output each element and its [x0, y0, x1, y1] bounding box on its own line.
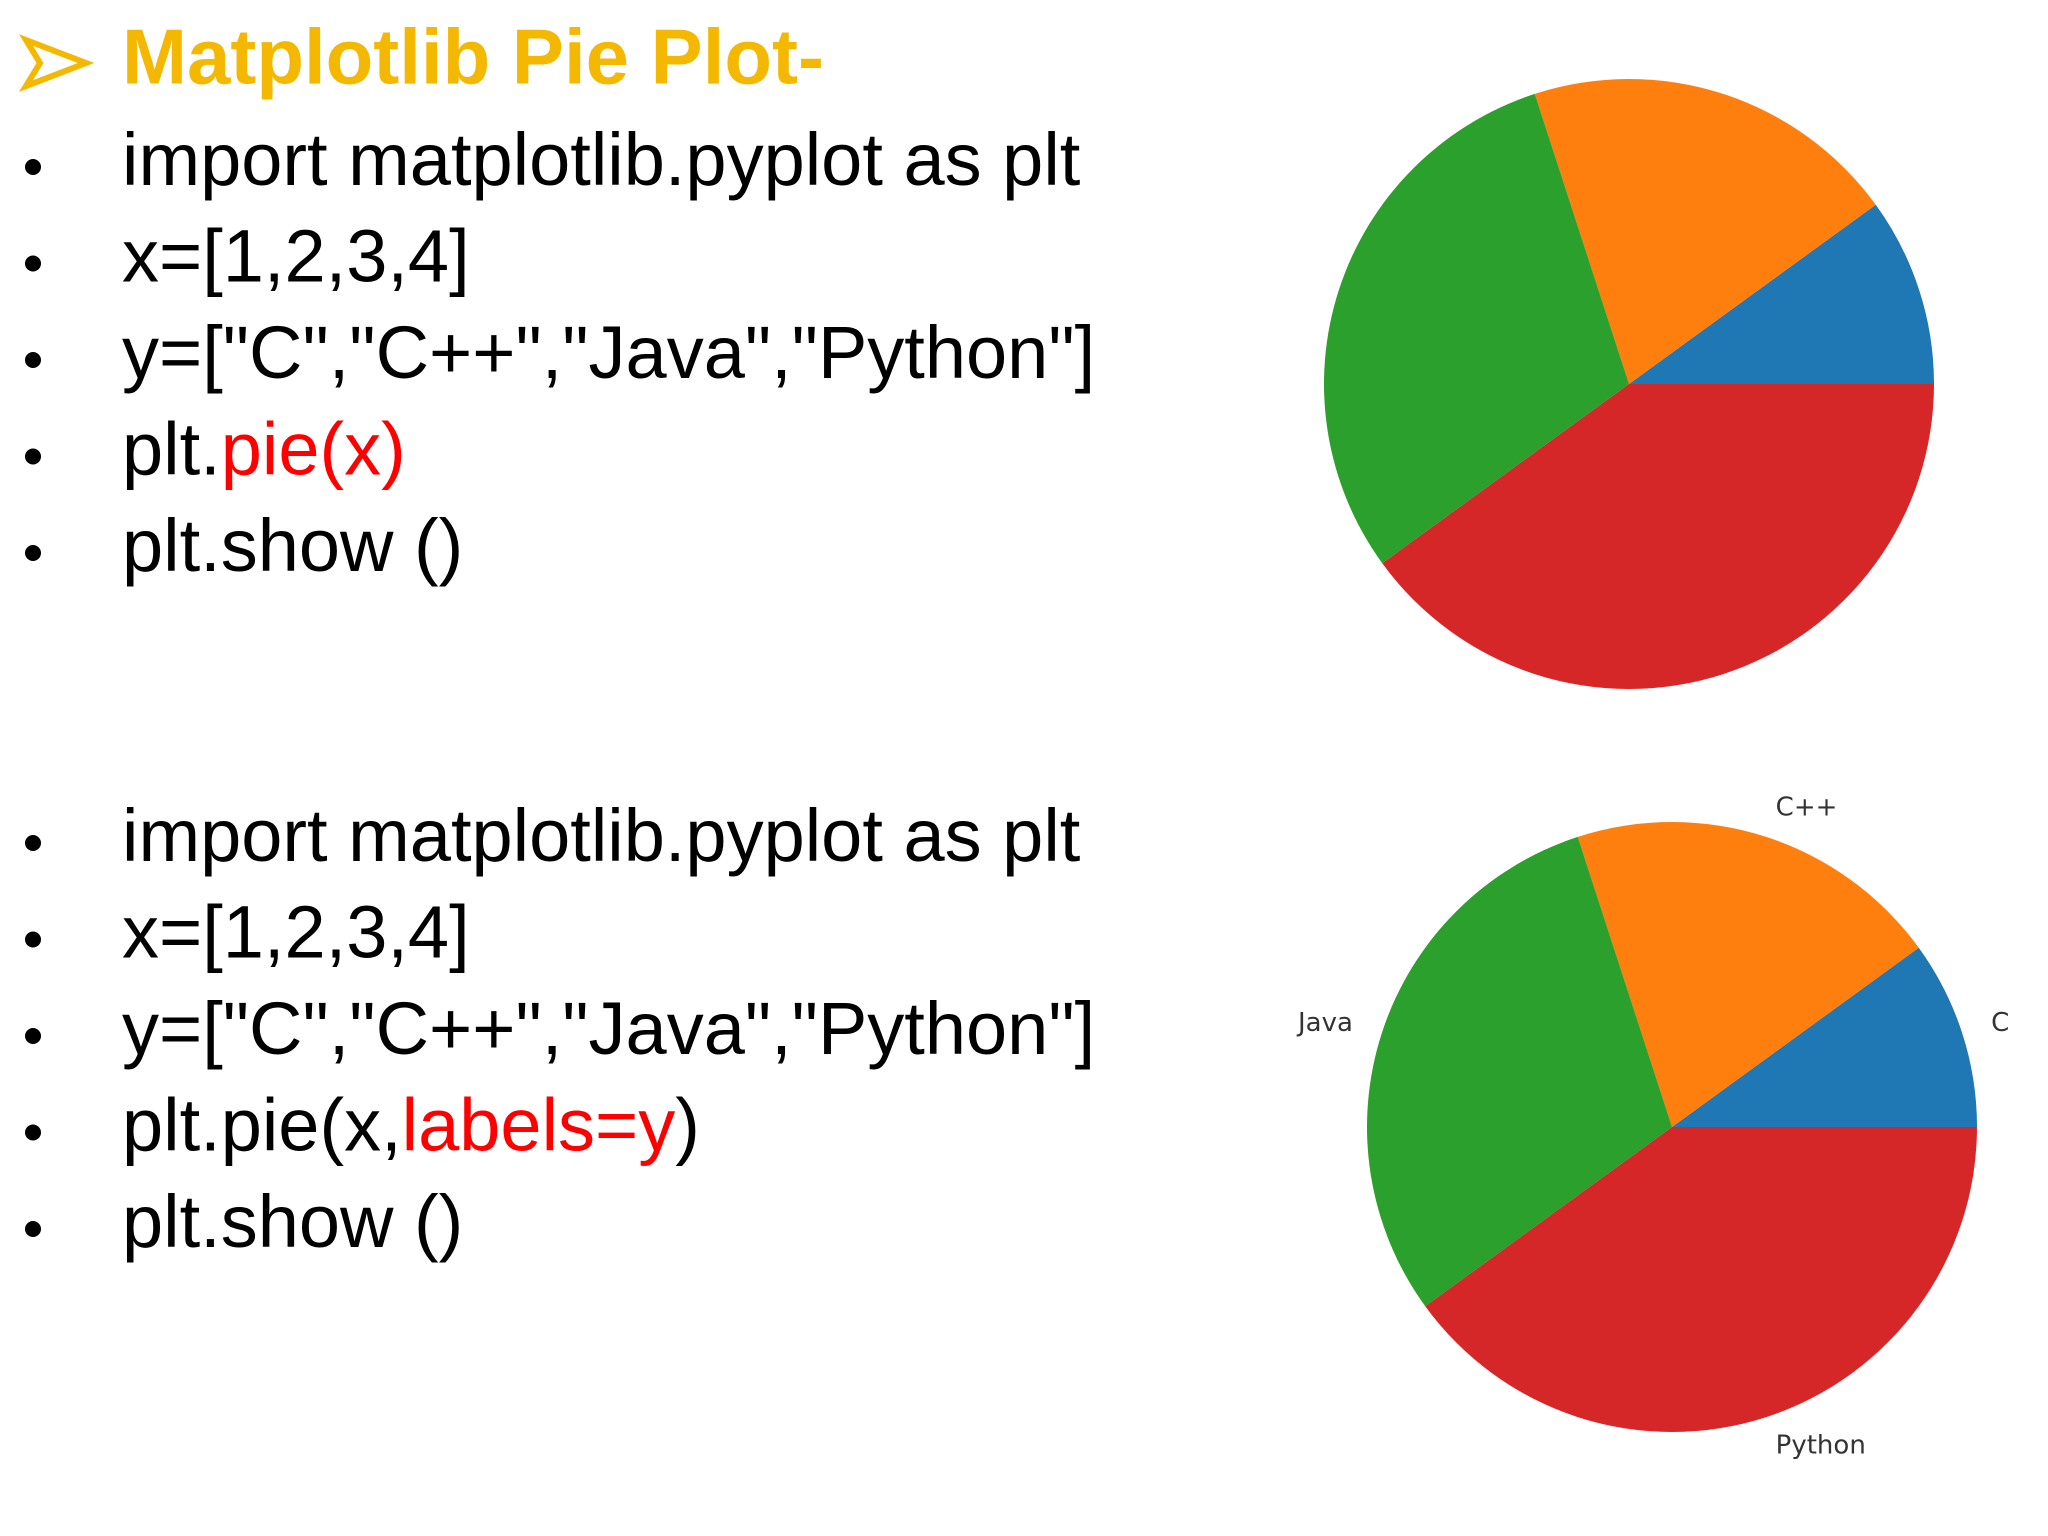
code-segment: ): [675, 1083, 700, 1166]
pie-label: Python: [1776, 1431, 1866, 1461]
pie-slice: [1366, 836, 1672, 1307]
bullet: [25, 931, 41, 948]
code-line: x=[1,2,3,4]: [122, 214, 470, 297]
bullet: [25, 545, 41, 561]
code-segment: labels=y: [402, 1083, 676, 1166]
pie-slice: [1577, 821, 1919, 1127]
code-line: y=["C","C++","Java","Python"]: [122, 987, 1095, 1070]
arrow-bullet: [18, 34, 95, 92]
code-line: import matplotlib.pyplot as plt: [122, 794, 1081, 877]
pie-label: Java: [1296, 1008, 1353, 1038]
code-segment: import matplotlib.pyplot as plt: [122, 794, 1081, 877]
code-segment: x=[1,2,3,4]: [122, 214, 470, 297]
code-segment: y=["C","C++","Java","Python"]: [122, 311, 1095, 394]
bullet: [25, 352, 41, 368]
code-line: y=["C","C++","Java","Python"]: [122, 311, 1095, 394]
pie-slice: [1672, 947, 1977, 1127]
bullet: [25, 448, 41, 465]
bullet: [25, 159, 41, 175]
code-segment: import matplotlib.pyplot as plt: [122, 118, 1081, 201]
bullet: [25, 1221, 41, 1237]
code-line: plt.pie(x): [122, 407, 406, 490]
pie-slice: [1425, 1127, 1977, 1433]
pie-slice: [1629, 204, 1934, 384]
code-line: plt.show (): [122, 1180, 463, 1263]
pie-slice: [1534, 78, 1876, 384]
pie-slice: [1323, 93, 1629, 564]
code-line: import matplotlib.pyplot as plt: [122, 118, 1081, 201]
slide-title: Matplotlib Pie Plot-: [122, 13, 824, 101]
code-segment: plt.show (): [122, 1180, 463, 1263]
bullet: [25, 1124, 41, 1141]
code-segment: x=[1,2,3,4]: [122, 890, 470, 973]
pie-label: C++: [1776, 792, 1838, 822]
code-line: x=[1,2,3,4]: [122, 890, 470, 973]
pie-slice: [1382, 384, 1934, 689]
code-line: plt.show (): [122, 504, 463, 587]
pie-label: C: [1991, 1008, 2009, 1038]
bullet: [25, 1028, 41, 1044]
code-segment: plt.: [122, 407, 221, 490]
code-segment: plt.pie(x,: [122, 1083, 402, 1166]
code-segment: pie(x): [221, 407, 406, 490]
bullet: [25, 835, 41, 851]
code-segment: plt.show (): [122, 504, 463, 587]
bullet: [25, 255, 41, 272]
code-segment: y=["C","C++","Java","Python"]: [122, 987, 1095, 1070]
code-line: plt.pie(x,labels=y): [122, 1083, 700, 1166]
